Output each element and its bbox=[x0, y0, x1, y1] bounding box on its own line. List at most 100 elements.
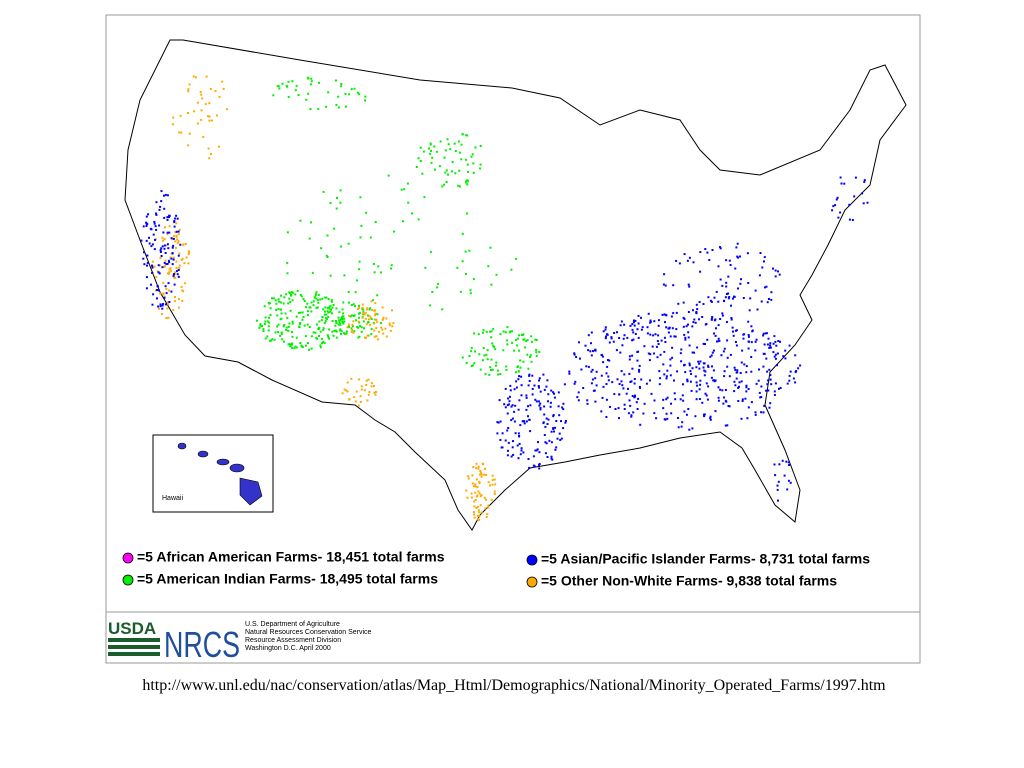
dot bbox=[649, 379, 651, 382]
dot bbox=[758, 391, 761, 394]
dot bbox=[516, 337, 519, 340]
dot bbox=[522, 360, 525, 363]
dot bbox=[723, 375, 726, 378]
dot bbox=[153, 220, 156, 223]
dot bbox=[478, 515, 481, 518]
dot bbox=[363, 327, 365, 330]
dot bbox=[545, 385, 548, 388]
dot bbox=[773, 355, 776, 358]
dot bbox=[632, 411, 635, 414]
dot bbox=[774, 357, 777, 360]
dot bbox=[341, 308, 344, 311]
dot bbox=[479, 471, 482, 474]
dot bbox=[531, 374, 534, 377]
dot bbox=[692, 309, 694, 312]
dot bbox=[280, 331, 283, 334]
dot bbox=[269, 339, 271, 342]
dot bbox=[477, 467, 480, 470]
dot bbox=[709, 415, 712, 418]
dot bbox=[167, 247, 170, 250]
dot bbox=[760, 300, 763, 303]
dot bbox=[659, 353, 662, 356]
dot bbox=[176, 273, 179, 276]
dot bbox=[366, 314, 369, 317]
dot bbox=[489, 366, 492, 369]
dot bbox=[162, 281, 165, 284]
dot bbox=[493, 490, 496, 493]
dot bbox=[466, 496, 469, 499]
dot bbox=[765, 332, 768, 335]
dot bbox=[717, 300, 720, 303]
dot bbox=[496, 432, 499, 435]
dot bbox=[172, 309, 175, 312]
dot bbox=[378, 330, 381, 333]
dot bbox=[653, 399, 656, 402]
dot bbox=[553, 396, 556, 399]
dot bbox=[680, 425, 683, 428]
dot bbox=[307, 92, 310, 95]
dot bbox=[168, 214, 171, 217]
dot bbox=[330, 299, 333, 302]
dot bbox=[443, 183, 446, 186]
dot bbox=[471, 482, 474, 485]
dot bbox=[582, 387, 585, 389]
dot bbox=[777, 480, 780, 483]
dot bbox=[194, 76, 197, 79]
dot bbox=[498, 399, 501, 402]
dot bbox=[370, 382, 373, 385]
dot bbox=[782, 355, 785, 358]
dot bbox=[177, 254, 180, 257]
dot bbox=[155, 212, 157, 215]
dot bbox=[173, 300, 176, 303]
dot bbox=[145, 225, 148, 227]
dot bbox=[504, 439, 507, 442]
dot bbox=[755, 338, 758, 341]
dot bbox=[744, 397, 747, 400]
dot bbox=[720, 354, 723, 357]
dot bbox=[177, 230, 180, 233]
dot bbox=[637, 322, 640, 325]
dot bbox=[594, 349, 596, 352]
dot bbox=[339, 201, 342, 204]
dot bbox=[670, 412, 673, 415]
dot bbox=[178, 252, 181, 255]
dot bbox=[728, 375, 731, 378]
dot bbox=[671, 327, 674, 330]
dot bbox=[167, 259, 170, 262]
dot bbox=[490, 330, 493, 333]
dot bbox=[170, 290, 173, 293]
dot bbox=[494, 348, 497, 351]
dot bbox=[693, 351, 696, 354]
dot bbox=[749, 297, 752, 300]
dot bbox=[691, 325, 694, 328]
dot bbox=[301, 318, 304, 321]
dot bbox=[620, 380, 623, 383]
dot bbox=[511, 330, 513, 333]
dot bbox=[474, 485, 477, 488]
dot bbox=[832, 205, 835, 208]
dot bbox=[637, 336, 640, 339]
dot bbox=[722, 350, 725, 353]
dot bbox=[715, 327, 717, 330]
dot bbox=[527, 367, 530, 370]
dot bbox=[439, 140, 442, 143]
dot bbox=[560, 420, 562, 423]
dot bbox=[534, 398, 537, 401]
dot bbox=[315, 291, 318, 294]
dot bbox=[282, 340, 285, 343]
dot bbox=[747, 340, 750, 343]
dot bbox=[517, 408, 520, 411]
dot bbox=[774, 353, 777, 356]
dot bbox=[472, 162, 475, 165]
dot bbox=[733, 380, 736, 383]
dot bbox=[778, 387, 780, 390]
dot bbox=[702, 303, 705, 305]
dot bbox=[160, 247, 163, 250]
dot bbox=[724, 424, 727, 427]
dot bbox=[501, 432, 504, 435]
dot bbox=[436, 286, 439, 289]
dot bbox=[633, 319, 635, 322]
dot bbox=[557, 405, 560, 408]
dot bbox=[447, 173, 449, 176]
dot bbox=[554, 448, 557, 451]
